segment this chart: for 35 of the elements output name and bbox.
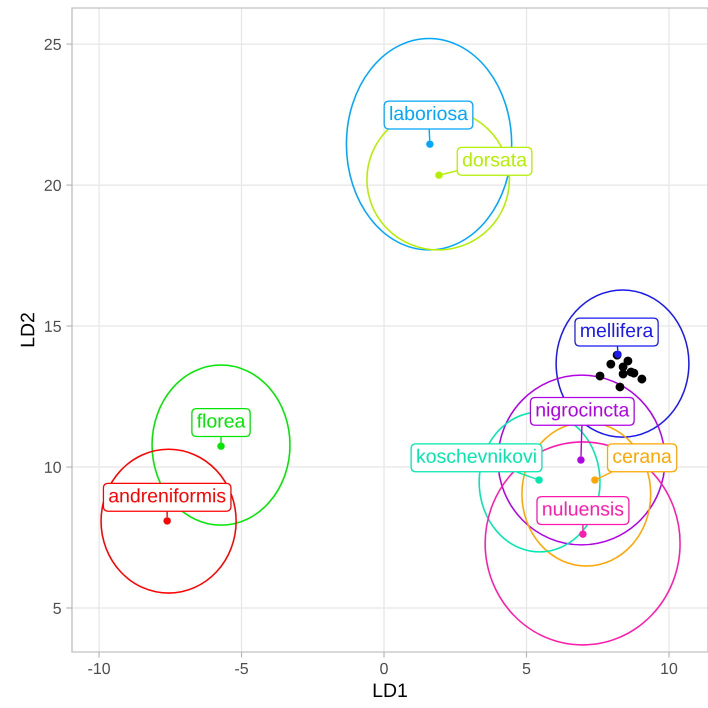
series-label: laboriosa [390, 106, 468, 120]
point [618, 370, 628, 378]
x-tick-label: -5 [235, 663, 248, 674]
point [579, 530, 587, 538]
legend-label: dorsata [462, 152, 527, 167]
y-tick-label: 25 [44, 38, 61, 50]
y-axis-title: LD2 [20, 313, 34, 346]
x-axis-title: LD1 [374, 684, 407, 697]
point [435, 172, 443, 179]
y-tick-label: 15 [45, 320, 61, 332]
point [624, 356, 632, 366]
point [630, 368, 638, 378]
point [606, 360, 616, 369]
point [638, 374, 646, 384]
series-label: koschevnikovi [417, 448, 536, 463]
x-tick-label: -10 [88, 662, 110, 674]
point [217, 442, 225, 450]
y-tick-label: 5 [53, 602, 61, 614]
x-tick-label: 5 [522, 663, 530, 674]
point [596, 372, 604, 380]
series-label: nuluensis [543, 501, 624, 516]
text: nigrocincta [536, 402, 630, 420]
point [164, 517, 171, 525]
point [616, 382, 624, 392]
series-label: florea [196, 413, 246, 428]
point [591, 476, 599, 484]
series-label: cerana [613, 452, 672, 463]
x-tick-label: 0 [380, 662, 388, 674]
series-label: mellifera [581, 322, 654, 338]
point [426, 140, 434, 148]
y-tick-label: 20 [44, 180, 61, 192]
x-tick-label: 10 [661, 662, 678, 674]
point [535, 476, 543, 484]
series-label: andreniformis [109, 488, 226, 502]
y-tick-label: 10 [45, 462, 61, 473]
